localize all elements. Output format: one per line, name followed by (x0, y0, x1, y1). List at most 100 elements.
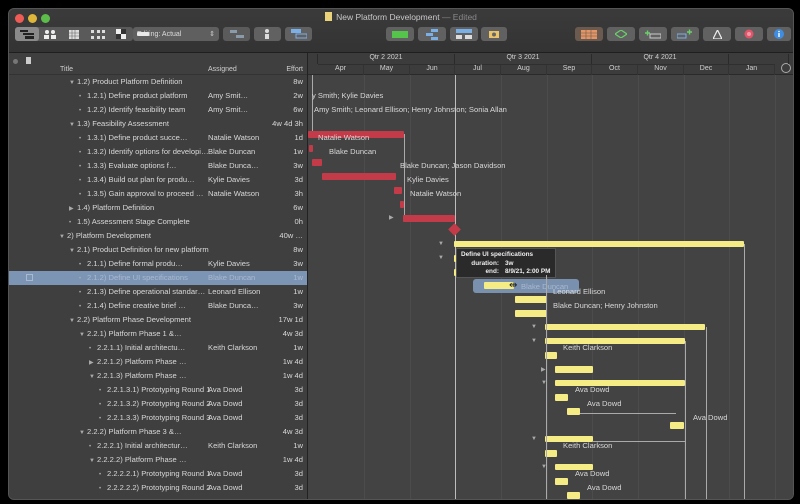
outline-row[interactable]: • 1.5) Assessment Stage Complete 0h (9, 215, 307, 229)
outline-row[interactable]: ▼ 2) Platform Development 40w … (9, 229, 307, 243)
row-effort[interactable]: 4w 3d (282, 427, 303, 436)
collapse-triangle-icon[interactable]: ▼ (438, 241, 444, 247)
task-bar-2-1-2[interactable] (484, 282, 514, 289)
outline-row[interactable]: • 2.2.2.2.2) Prototyping Round 2 Ava Dowd 3… (9, 481, 307, 495)
row-effort[interactable]: 1w (293, 147, 303, 156)
expand-triangle-icon[interactable]: ▶ (69, 206, 74, 212)
row-assigned[interactable]: Amy Smit… (208, 91, 249, 100)
snapshot-button[interactable] (481, 27, 507, 41)
row-effort[interactable]: 1w 4d (282, 371, 303, 380)
group-task-button[interactable] (450, 27, 478, 41)
collapse-triangle-icon[interactable]: ▼ (69, 80, 75, 86)
milestone-button[interactable] (607, 27, 635, 41)
view-mode-segmented-control[interactable] (15, 27, 133, 41)
row-title[interactable]: ▶ 2.2.1.2) Platform Phase … (89, 357, 186, 366)
row-effort[interactable]: 3d (294, 413, 303, 422)
outline-row[interactable]: • 2.2.1.3.1) Prototyping Round 1 Ava Dowd 3… (9, 383, 307, 397)
task-bar-2-2-1-3-3[interactable] (670, 422, 684, 429)
zoom-timeline-icon[interactable] (781, 63, 791, 73)
outline-row[interactable]: • 1.3.3) Evaluate options f… Blake Dunca… 3… (9, 159, 307, 173)
row-effort[interactable]: 4w 3d (282, 329, 303, 338)
notes-column-icon[interactable] (26, 57, 31, 64)
row-title[interactable]: • 2.1.1) Define formal produ… (79, 259, 183, 268)
row-title[interactable]: ▼ 1.3) Feasibility Assessment (69, 119, 169, 128)
styles-view-button[interactable] (109, 27, 133, 41)
outline-row[interactable]: ▼ 2.2.1) Platform Phase 1 &… 4w 3d (9, 327, 307, 341)
task-bar-1-3-2[interactable] (312, 159, 322, 166)
task-bar-2-1-3[interactable] (515, 296, 547, 303)
row-title[interactable]: ▼ 1.2) Product Platform Definition (69, 77, 183, 86)
row-effort[interactable]: 3w (293, 161, 303, 170)
outline-row[interactable]: • 2.2.2.1) Initial architectur… Keith Clar… (9, 439, 307, 453)
column-header-title[interactable]: Title (60, 66, 73, 73)
violations-button[interactable] (735, 27, 763, 41)
gantt-view-button[interactable] (15, 27, 39, 41)
editing-mode-popup[interactable]: Editing: Actual ⇕ (133, 27, 219, 41)
collapse-triangle-icon[interactable]: ▼ (541, 464, 547, 470)
row-assigned[interactable]: Kylie Davies (208, 259, 250, 268)
row-title[interactable]: • 2.2.2.2.1) Prototyping Round 1 (99, 469, 210, 478)
row-effort[interactable]: 3h (294, 189, 303, 198)
task-bar-2-2-1-3-2[interactable] (567, 408, 580, 415)
row-effort[interactable]: 3d (294, 469, 303, 478)
collapse-triangle-icon[interactable]: ▼ (89, 458, 95, 464)
expand-triangle-icon[interactable]: ▶ (89, 360, 94, 366)
expand-triangle-icon[interactable]: ▶ (389, 215, 394, 221)
row-title[interactable]: • 2.2.1.3.1) Prototyping Round 1 (99, 385, 210, 394)
row-effort[interactable]: 8w (293, 245, 303, 254)
collapse-triangle-icon[interactable]: ▼ (69, 122, 75, 128)
row-effort[interactable]: 1w 4d (282, 357, 303, 366)
row-effort[interactable]: 1d (294, 133, 303, 142)
row-assigned[interactable]: Blake Dunca… (208, 301, 259, 310)
row-assigned[interactable]: Keith Clarkson (208, 441, 258, 450)
collapse-triangle-icon[interactable]: ▼ (438, 255, 444, 261)
outline-row[interactable]: ▼ 2.2.1.3) Platform Phase … 1w 4d (9, 369, 307, 383)
collapse-triangle-icon[interactable]: ▼ (541, 380, 547, 386)
row-assigned[interactable]: Blake Duncan (208, 147, 256, 156)
outline-row[interactable]: ▼ 2.2.2.2) Platform Phase … 1w 4d (9, 453, 307, 467)
row-assigned[interactable]: Ava Dowd (208, 385, 243, 394)
outline-row[interactable]: ▶ 2.2.1.2) Platform Phase … 1w 4d (9, 355, 307, 369)
outline-row[interactable]: • 2.2.2.2.1) Prototyping Round 1 Ava Dowd 3… (9, 467, 307, 481)
row-title[interactable]: • 1.3.4) Build out plan for produ… (79, 175, 195, 184)
outline-row[interactable]: ▼ 2.2.2) Platform Phase 3 &… 4w 3d (9, 425, 307, 439)
outline-row[interactable]: • 2.1.2) Define UI specifications Blake Du… (9, 271, 307, 285)
column-header-assigned[interactable]: Assigned (208, 66, 237, 73)
close-window-button[interactable] (15, 14, 24, 23)
summary-bar-2-2[interactable] (545, 324, 705, 330)
baseline-button[interactable] (285, 27, 312, 41)
inspector-button[interactable] (767, 27, 791, 41)
row-title[interactable]: • 1.5) Assessment Stage Complete (69, 217, 190, 226)
collapse-triangle-icon[interactable]: ▼ (531, 324, 537, 330)
row-assigned[interactable]: Natalie Watson (208, 133, 260, 142)
outline-row[interactable]: • 1.2.2) Identify feasibility team Amy Smi… (9, 103, 307, 117)
row-effort[interactable]: 3w (293, 259, 303, 268)
collapse-triangle-icon[interactable]: ▼ (69, 318, 75, 324)
task-outline[interactable]: Title Assigned Effort ▼ 1.2) Product Plat… (9, 53, 307, 499)
row-title[interactable]: ▼ 2.1) Product Definition for new platfor… (69, 245, 209, 254)
outline-row[interactable]: • 2.2.1.1) Initial architectu… Keith Clark… (9, 341, 307, 355)
outline-row[interactable]: • 1.3.4) Build out plan for produ… Kylie D… (9, 173, 307, 187)
row-effort[interactable]: 17w 1d (278, 315, 304, 324)
row-assigned[interactable]: Ava Dowd (208, 413, 243, 422)
row-effort[interactable]: 1w (293, 273, 303, 282)
column-header-effort[interactable]: Effort (286, 66, 303, 73)
task-bar-2-2-2-2-2[interactable] (567, 492, 580, 499)
row-assigned[interactable]: Amy Smit… (208, 105, 249, 114)
collapse-triangle-icon[interactable]: ▼ (69, 248, 75, 254)
task-bar-1-4[interactable] (403, 215, 455, 222)
row-title[interactable]: • 1.2.1) Define product platform (79, 91, 187, 100)
row-title[interactable]: • 1.2.2) Identify feasibility team (79, 105, 185, 114)
gantt-chart[interactable]: Qtr 2 2021 Qtr 3 2021 Qtr 4 2021 Apr May Jun J… (307, 53, 793, 499)
connect-tasks-button[interactable] (223, 27, 250, 41)
row-title[interactable]: ▼ 2.2.1.3) Platform Phase … (89, 371, 186, 380)
outline-row[interactable]: • 2.2.1.3.2) Prototyping Round 2 Ava Dowd 3… (9, 397, 307, 411)
row-title[interactable]: ▼ 2.2.2.2) Platform Phase … (89, 455, 186, 464)
row-selection-checkbox[interactable] (26, 274, 33, 281)
row-effort[interactable]: 1w (293, 343, 303, 352)
task-bar-1-3-4[interactable] (394, 187, 402, 194)
row-effort[interactable]: 1w 4d (282, 455, 303, 464)
summary-bar-2-2-1[interactable] (545, 338, 685, 344)
row-title[interactable]: ▼ 2.2) Platform Phase Development (69, 315, 191, 324)
row-effort[interactable]: 2w (293, 91, 303, 100)
